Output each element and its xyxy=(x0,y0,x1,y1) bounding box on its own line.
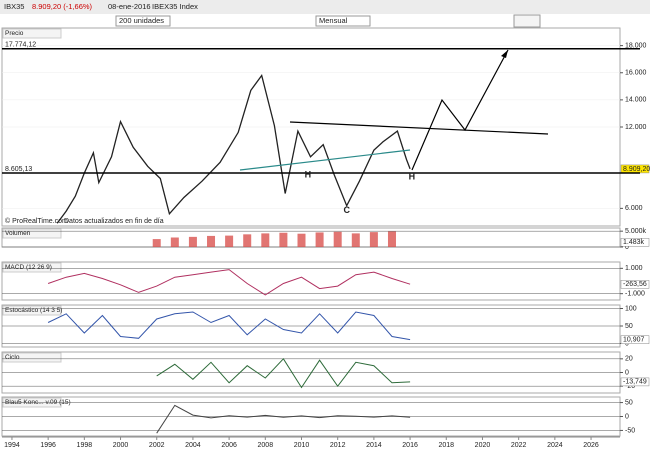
series-line xyxy=(156,404,411,434)
toolbar xyxy=(0,0,650,14)
bar xyxy=(333,231,342,247)
bar xyxy=(387,231,396,247)
annotation: H xyxy=(409,172,416,182)
x-tick-label: 2004 xyxy=(185,442,201,449)
y-tick-label: 50 xyxy=(625,323,633,330)
forecast-arrow xyxy=(411,49,509,171)
y-tick-label: 12.000 xyxy=(625,124,647,131)
y-tick-label: -20 xyxy=(625,383,635,390)
y-tick-label: 18.000 xyxy=(625,42,647,49)
bar xyxy=(188,236,197,247)
source: © ProRealTime.com xyxy=(5,217,68,225)
y-tick-label: 5.000k xyxy=(625,228,647,235)
last-value-label: 10,907 xyxy=(623,337,645,344)
y-tick-label: 0 xyxy=(625,413,629,420)
last-value-box xyxy=(620,335,650,344)
units: 200 unidades xyxy=(119,16,164,25)
y-tick-label: 0 xyxy=(625,244,629,251)
x-tick-label: 2024 xyxy=(547,442,563,449)
x-tick-label: 2012 xyxy=(330,442,346,449)
panel-title-box xyxy=(2,262,62,273)
trend-line xyxy=(239,149,411,171)
series-line xyxy=(47,311,411,341)
x-tick-label: 1998 xyxy=(77,442,93,449)
x-tick-label: 2018 xyxy=(438,442,454,449)
x-tick-label: 2020 xyxy=(475,442,491,449)
bar xyxy=(152,239,161,247)
y-tick-label: 50 xyxy=(625,399,633,406)
annotation: C xyxy=(343,205,350,215)
series-line xyxy=(56,74,411,224)
x-tick-label: 2022 xyxy=(511,442,527,449)
x-tick-label: 2000 xyxy=(113,442,129,449)
y-tick-label: 0 xyxy=(625,369,629,376)
last-value-label: 1.483k xyxy=(623,239,645,246)
index-name: IBEX35 Index xyxy=(152,2,198,11)
x-tick-label: 1994 xyxy=(4,442,20,449)
panel-title-box xyxy=(2,228,62,239)
note: Datos actualizados en fin de día xyxy=(64,218,164,225)
series-line xyxy=(47,269,411,296)
bar xyxy=(225,235,234,247)
quote: 8.909,20 (-1,66%) xyxy=(32,2,93,11)
horizontal-line-label: 17.774,12 xyxy=(5,42,36,49)
annotation: H xyxy=(305,170,312,180)
last-value-label: -263,56 xyxy=(623,281,647,288)
x-tick-label: 2008 xyxy=(258,442,274,449)
y-tick-label: 16.000 xyxy=(625,70,647,77)
x-tick-label: 2002 xyxy=(149,442,165,449)
bar xyxy=(279,232,288,247)
panel-title: MACD (12 26 9) xyxy=(5,264,52,271)
trend-line xyxy=(289,121,549,135)
last-value-label: -13,749 xyxy=(623,379,647,386)
y-tick-label: 20 xyxy=(625,356,633,363)
y-tick-label: 100 xyxy=(625,305,637,312)
horizontal-line-label: 8.605,13 xyxy=(5,166,32,173)
date: 08-ene-2016 xyxy=(108,2,151,11)
panel-title-box xyxy=(2,352,62,363)
panel-frame xyxy=(1,261,621,301)
period-dropdown[interactable] xyxy=(315,15,371,27)
x-tick-label: 2006 xyxy=(221,442,237,449)
last-value-box xyxy=(620,280,650,289)
x-tick-label: 2016 xyxy=(402,442,418,449)
bar xyxy=(170,237,179,247)
bar xyxy=(207,235,216,247)
panel-title: Ciclo xyxy=(5,354,20,361)
panel-title: Volumen xyxy=(5,230,31,237)
panel-title-box xyxy=(2,28,62,39)
bar xyxy=(351,233,360,247)
bar xyxy=(243,234,252,247)
bar xyxy=(297,233,306,247)
y-tick-label: 14.000 xyxy=(625,97,647,104)
last-value-label: 8.909,20 xyxy=(623,166,650,173)
panel-title: Precio xyxy=(5,30,24,37)
last-value-box xyxy=(620,238,650,247)
arrow-head xyxy=(501,50,508,58)
y-tick-label: -1.000 xyxy=(625,291,645,298)
period: Mensual xyxy=(319,16,348,25)
bar xyxy=(369,232,378,247)
panel-title: Estocástico (14 3 5) xyxy=(5,307,62,314)
chart-type-button[interactable] xyxy=(513,14,541,28)
units-dropdown[interactable] xyxy=(115,15,171,27)
x-tick-label: 1996 xyxy=(40,442,56,449)
symbol: IBX35 xyxy=(4,2,24,11)
last-value-box xyxy=(620,377,650,387)
x-tick-label: 2010 xyxy=(294,442,310,449)
x-tick-label: 2026 xyxy=(583,442,599,449)
series-line xyxy=(156,357,411,389)
y-tick-label: -50 xyxy=(625,427,635,434)
y-tick-label: 6.000 xyxy=(625,205,643,212)
plot-area: Precio 6.000 12.000 14.000 16.000 18.000 8.909… xyxy=(1,27,650,449)
bar xyxy=(315,232,324,247)
bar xyxy=(261,233,270,247)
x-tick-label: 2014 xyxy=(366,442,382,449)
panel-title-box xyxy=(2,305,62,316)
y-tick-label: 1.000 xyxy=(625,265,643,272)
